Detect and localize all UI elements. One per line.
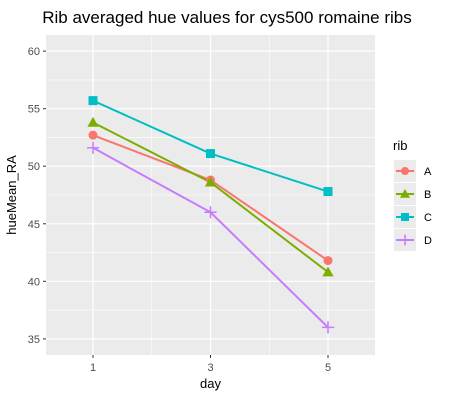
data-point-d (86, 141, 100, 154)
legend-marker-c (401, 213, 409, 221)
y-tick-label: 45 (28, 219, 40, 231)
legend-item-d: D (394, 229, 432, 251)
y-axis-label: hueMean_RA (4, 155, 19, 235)
data-point-c (206, 149, 215, 159)
x-tick-label: 5 (325, 362, 331, 374)
data-point-c (88, 96, 98, 106)
y-tick-label: 55 (28, 104, 40, 116)
data-point-a (88, 130, 98, 140)
x-axis-label: day (200, 376, 221, 391)
y-tick-label: 50 (28, 161, 40, 173)
x-tick-label: 1 (90, 362, 96, 374)
legend-label-d: D (424, 235, 432, 247)
legend-marker-a (401, 167, 409, 175)
data-point-b (87, 116, 99, 127)
y-axis: 35 40 45 50 55 60 (28, 46, 46, 346)
legend-title: rib (393, 138, 407, 153)
legend-marker-b (400, 189, 410, 198)
data-point-b (322, 266, 334, 277)
legend-label-b: B (424, 189, 431, 201)
data-point-a (323, 256, 333, 266)
legend-item-a: A (394, 160, 432, 182)
y-tick-label: 35 (28, 334, 40, 346)
data-point-c (323, 187, 333, 197)
series-markers (86, 96, 335, 334)
legend-label-a: A (424, 166, 432, 178)
x-tick-label: 3 (207, 362, 213, 374)
data-point-d (204, 206, 217, 219)
data-point-b (204, 176, 217, 187)
major-gridlines (46, 35, 375, 355)
y-tick-label: 60 (28, 46, 40, 58)
chart-title: Rib averaged hue values for cys500 romai… (42, 8, 411, 27)
legend-marker-d (399, 234, 411, 246)
legend-item-c: C (394, 206, 432, 228)
x-axis: 1 3 5 (90, 355, 331, 374)
legend-label-c: C (424, 212, 432, 224)
y-tick-label: 40 (28, 276, 40, 288)
data-point-d (321, 321, 335, 334)
legend-item-b: B (394, 183, 431, 205)
